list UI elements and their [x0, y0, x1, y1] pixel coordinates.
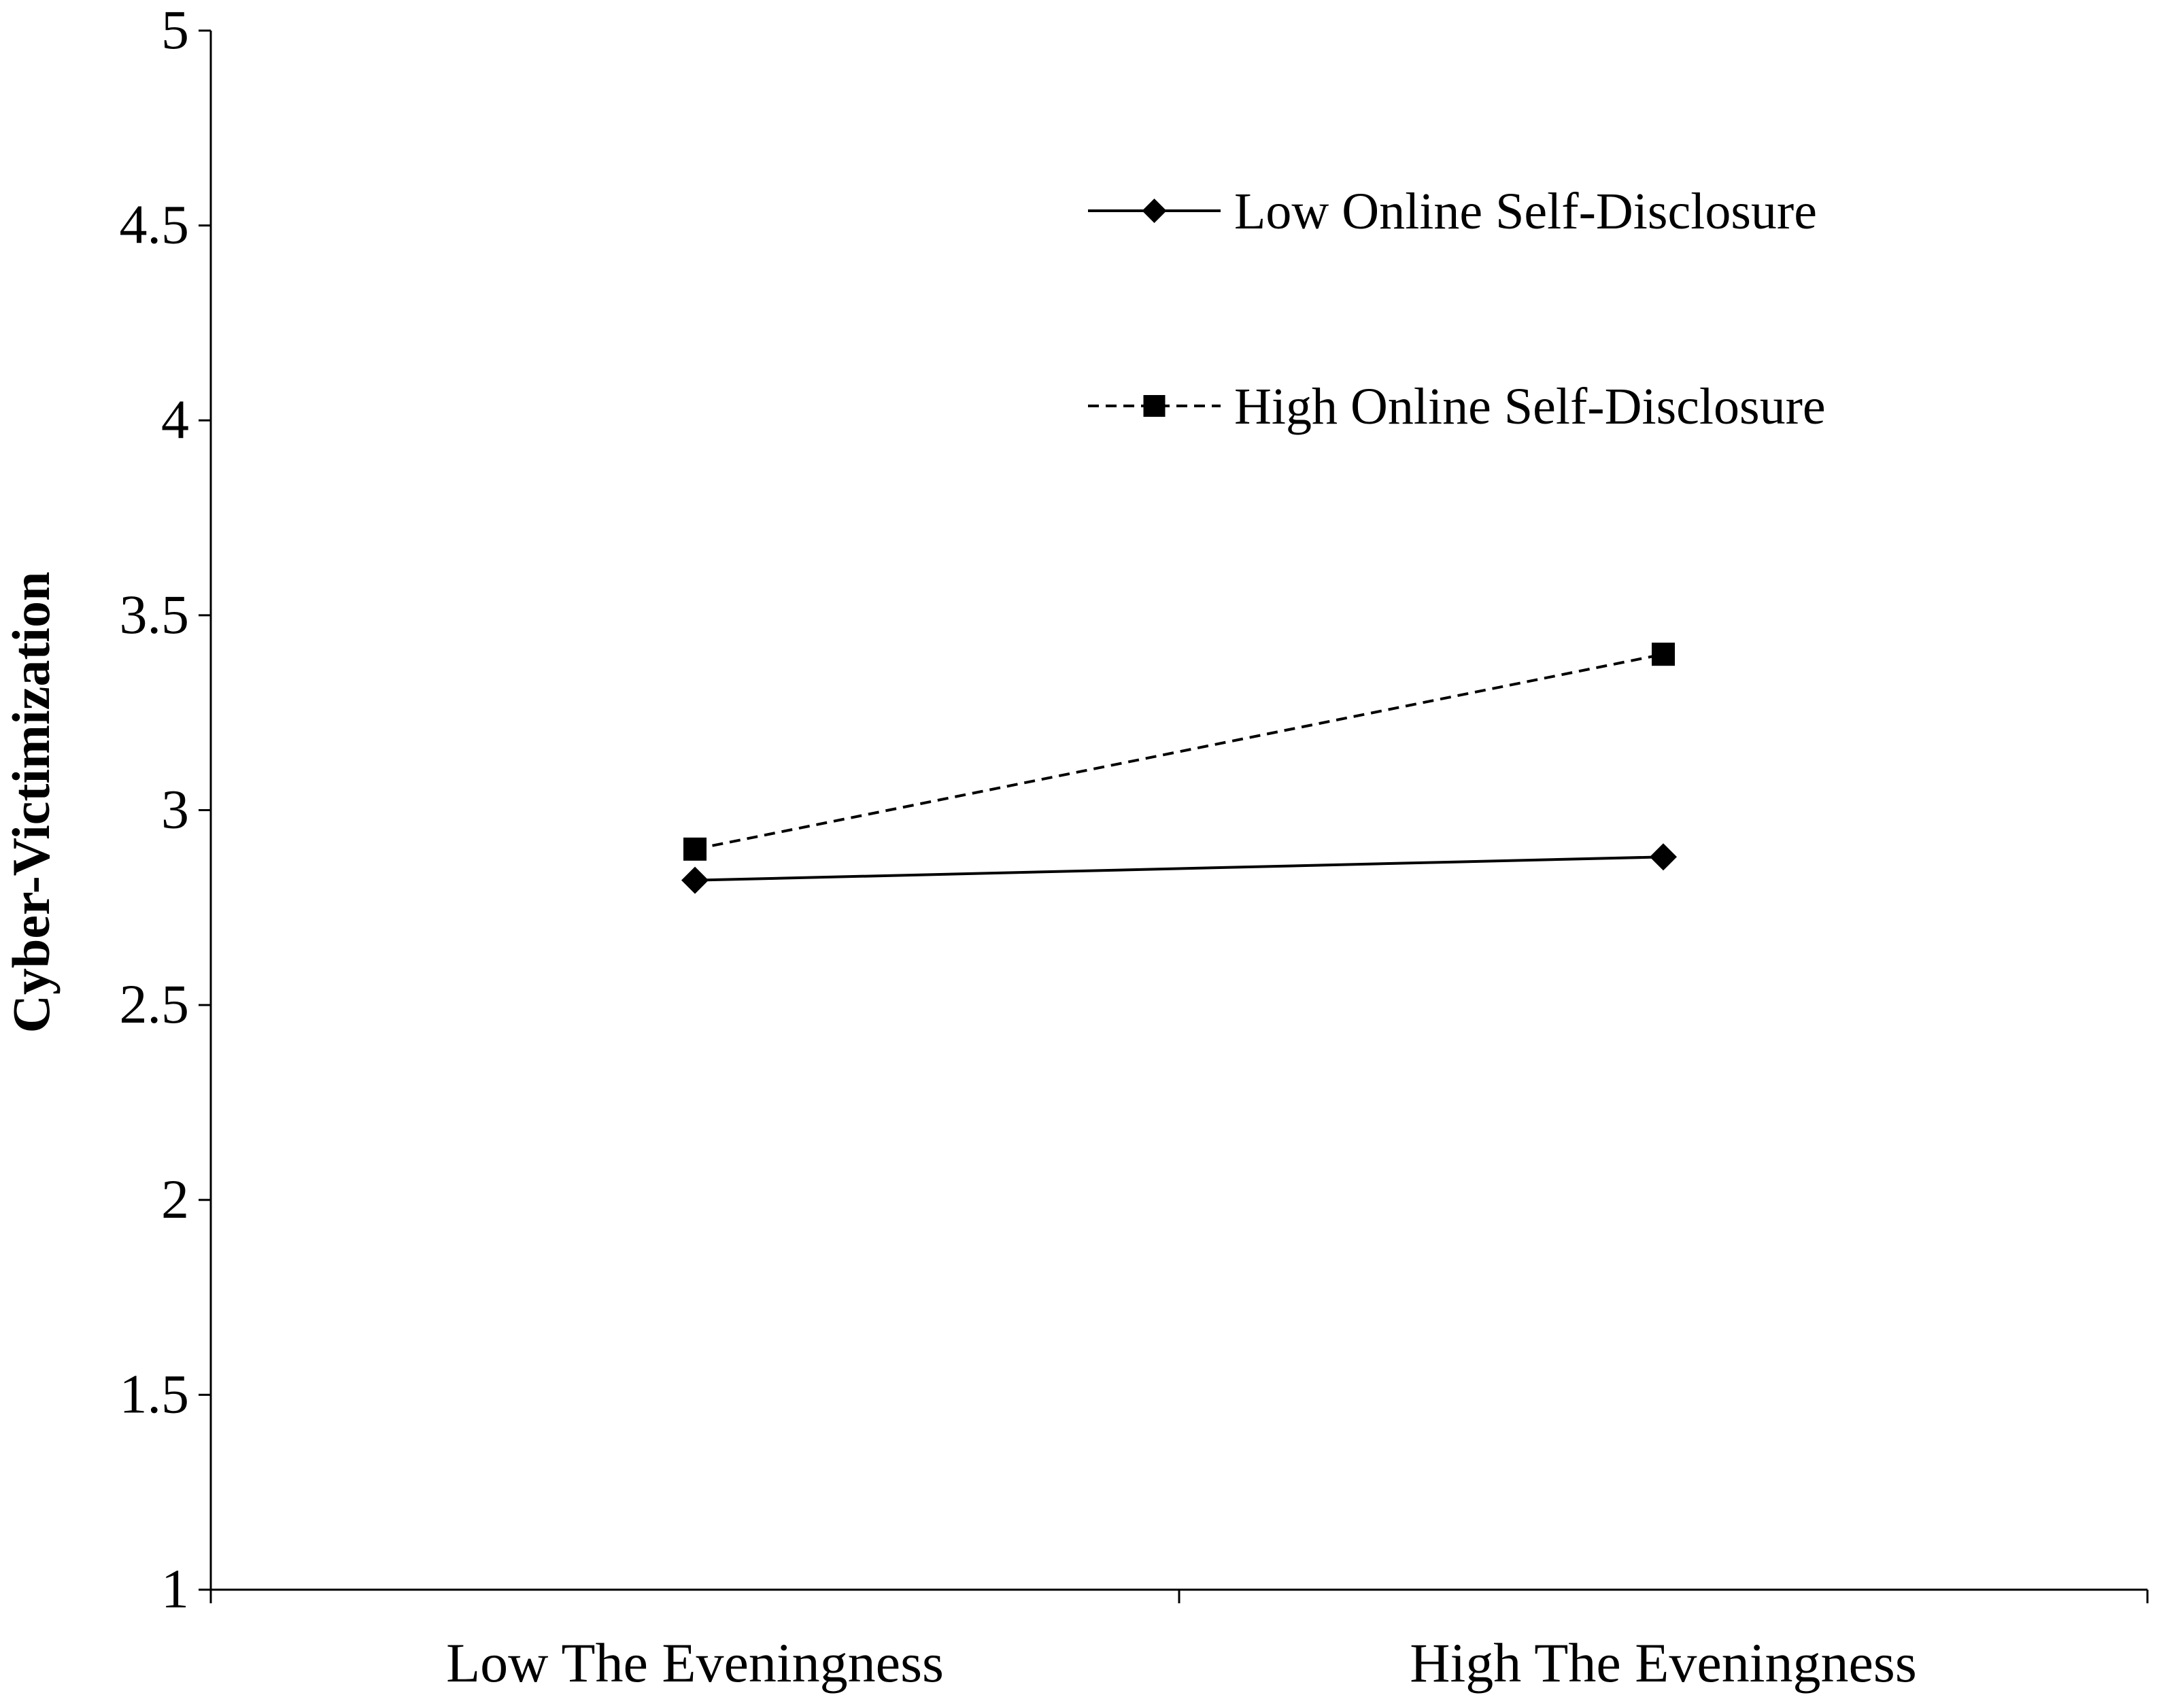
y-tick-label: 1.5 — [120, 1363, 190, 1424]
y-tick-label: 4 — [161, 388, 189, 450]
data-point — [1652, 643, 1675, 666]
x-tick-label: High The Eveningness — [1410, 1632, 1917, 1694]
series-high-online-self-disclosure — [683, 643, 1675, 861]
legend-label: High Online Self-Disclosure — [1234, 378, 1826, 435]
data-point — [681, 866, 709, 894]
legend-item: High Online Self-Disclosure — [1088, 378, 1826, 435]
series-low-online-self-disclosure — [681, 843, 1677, 894]
y-tick-label: 4.5 — [120, 194, 190, 256]
x-tick-label: Low The Eveningness — [446, 1632, 944, 1694]
series-line — [694, 855, 1664, 882]
y-tick-label: 5 — [161, 0, 189, 61]
legend-marker — [1142, 199, 1167, 223]
legend: Low Online Self-Disclosure High Online Se… — [1088, 183, 1826, 435]
data-point — [1650, 843, 1677, 871]
y-tick-label: 2.5 — [120, 973, 190, 1035]
y-tick-label: 1 — [161, 1558, 189, 1620]
series-line — [694, 653, 1664, 851]
legend-item: Low Online Self-Disclosure — [1088, 183, 1817, 240]
data-point — [683, 837, 707, 861]
axes: 1 1.5 2 2.5 3 3.5 4 4.5 5 Low The Eveningness High… — [120, 0, 2149, 1694]
y-tick-label: 2 — [161, 1168, 189, 1230]
y-tick-label: 3.5 — [120, 583, 190, 645]
y-tick-label: 3 — [161, 779, 189, 840]
series-layer — [681, 643, 1677, 894]
legend-marker — [1143, 395, 1166, 417]
y-axis-title: Cyber-Victimization — [1, 572, 61, 1034]
legend-label: Low Online Self-Disclosure — [1234, 183, 1817, 240]
